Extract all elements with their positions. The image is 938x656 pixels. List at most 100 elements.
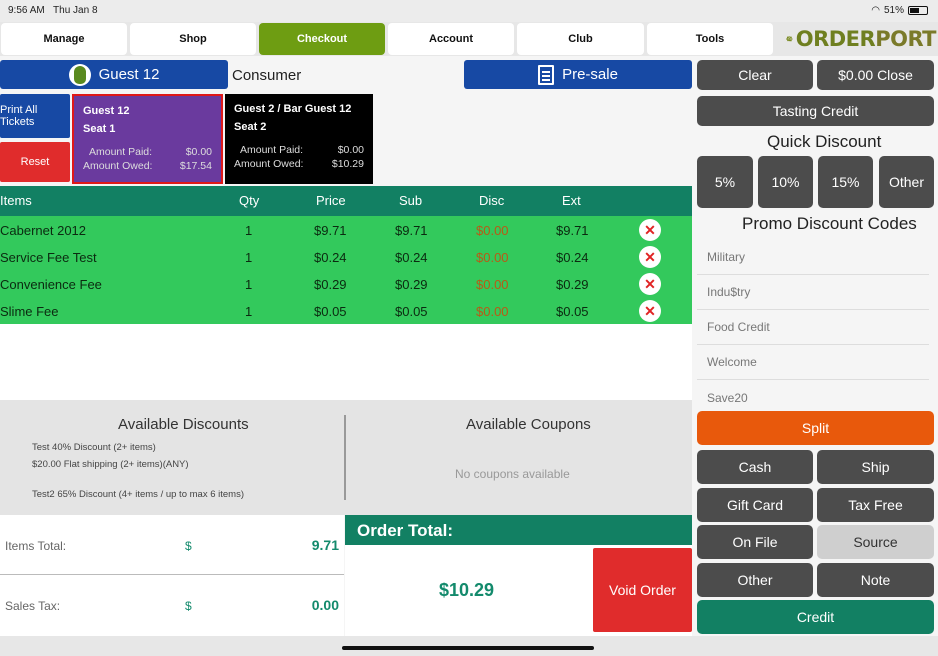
item-name: Convenience Fee <box>0 277 102 292</box>
item-sub: $0.29 <box>395 277 428 292</box>
ship-button[interactable]: Ship <box>817 450 934 484</box>
split-button[interactable]: Split <box>697 411 934 445</box>
item-disc: $0.00 <box>476 250 509 265</box>
item-disc: $0.00 <box>476 223 509 238</box>
totals-panel: Items Total: $ 9.71 Sales Tax: $ 0.00 <box>0 515 344 636</box>
seat-guest-name: Guest 2 / Bar Guest 12 <box>234 103 352 115</box>
item-price: $9.71 <box>314 223 347 238</box>
other-payment-button[interactable]: Other <box>697 563 813 597</box>
item-price: $0.05 <box>314 304 347 319</box>
reset-button[interactable]: Reset <box>0 142 70 182</box>
amount-paid-value: $0.00 <box>337 144 364 156</box>
tax-free-button[interactable]: Tax Free <box>817 488 934 522</box>
source-button[interactable]: Source <box>817 525 934 559</box>
table-row[interactable]: Service Fee Test 1 $0.24 $0.24 $0.00 $0.… <box>0 243 692 270</box>
col-price: Price <box>316 193 346 208</box>
sales-tax-row: Sales Tax: $ 0.00 <box>0 575 344 635</box>
item-ext: $9.71 <box>556 223 589 238</box>
item-name: Slime Fee <box>0 304 59 319</box>
home-indicator[interactable] <box>342 646 594 650</box>
seat-guest-name: Guest 12 <box>83 105 130 117</box>
promo-code-item[interactable]: Military <box>697 240 929 275</box>
promo-codes-title: Promo Discount Codes <box>742 214 917 233</box>
gift-card-button[interactable]: Gift Card <box>697 488 813 522</box>
status-time: 9:56 AM Thu Jan 8 <box>8 5 98 16</box>
void-order-button[interactable]: Void Order <box>593 548 692 632</box>
cash-button[interactable]: Cash <box>697 450 813 484</box>
promo-code-item[interactable]: Indu$try <box>697 275 929 310</box>
order-total-area: $10.29 Void Order <box>345 545 692 636</box>
tab-shop[interactable]: Shop <box>130 23 256 55</box>
no-coupons-text: No coupons available <box>455 467 570 481</box>
table-row[interactable]: Slime Fee 1 $0.05 $0.05 $0.00 $0.05 ✕ <box>0 297 692 324</box>
presale-button[interactable]: Pre-sale <box>464 60 692 89</box>
seat-number: Seat 1 <box>83 123 116 135</box>
grape-cluster-icon <box>786 36 793 42</box>
close-icon: ✕ <box>644 222 656 238</box>
item-ext: $0.05 <box>556 304 589 319</box>
tab-checkout[interactable]: Checkout <box>259 23 385 55</box>
print-all-tickets-button[interactable]: Print All Tickets <box>0 94 70 138</box>
amount-owed-label: Amount Owed: <box>83 160 153 172</box>
item-disc: $0.00 <box>476 277 509 292</box>
item-ext: $0.29 <box>556 277 589 292</box>
home-bar <box>0 636 938 656</box>
battery-percent: 51% <box>883 5 904 16</box>
discount-item[interactable]: Test2 65% Discount (4+ items / up to max… <box>32 489 244 500</box>
col-sub: Sub <box>399 193 423 208</box>
amount-owed-value: $17.54 <box>179 160 212 172</box>
promo-code-item[interactable]: Save20 <box>707 390 748 405</box>
items-total-label: Items Total: <box>5 539 67 553</box>
remove-item-button[interactable]: ✕ <box>639 300 661 322</box>
discount-item[interactable]: $20.00 Flat shipping (2+ items)(ANY) <box>32 459 189 470</box>
clear-button[interactable]: Clear <box>697 60 813 90</box>
table-row[interactable]: Cabernet 2012 1 $9.71 $9.71 $0.00 $9.71 … <box>0 216 692 243</box>
note-button[interactable]: Note <box>817 563 934 597</box>
promo-code-item[interactable]: Welcome <box>697 345 929 380</box>
amount-owed-value: $10.29 <box>331 158 364 170</box>
available-discounts-title: Available Discounts <box>118 416 249 433</box>
amount-owed-label: Amount Owed: <box>234 158 304 170</box>
logo-wordmark: ORDERPORT <box>795 27 937 51</box>
item-name: Cabernet 2012 <box>0 223 87 238</box>
divider <box>344 415 346 500</box>
customer-type: Consumer <box>232 67 302 84</box>
sales-tax-value: 0.00 <box>311 597 339 613</box>
quick-discount-10-button[interactable]: 10% <box>758 156 813 208</box>
user-avatar-icon <box>68 63 91 86</box>
seat-card-1[interactable]: Guest 12 Seat 1 Amount Paid: $0.00 Amount… <box>72 94 223 184</box>
guest-button[interactable]: Guest 12 <box>0 60 228 89</box>
discounts-panel: Available Discounts Test 40% Discount (2… <box>0 400 692 515</box>
table-row[interactable]: Convenience Fee 1 $0.29 $0.29 $0.00 $0.2… <box>0 270 692 297</box>
item-sub: $9.71 <box>395 223 428 238</box>
tab-manage[interactable]: Manage <box>1 23 127 55</box>
divider <box>0 574 344 575</box>
credit-button[interactable]: Credit <box>697 600 934 634</box>
quick-discount-15-button[interactable]: 15% <box>818 156 873 208</box>
discount-item[interactable]: Test 40% Discount (2+ items) <box>32 442 156 453</box>
items-empty-area <box>0 324 692 400</box>
remove-item-button[interactable]: ✕ <box>639 273 661 295</box>
amount-paid-value: $0.00 <box>185 146 212 158</box>
quick-discount-other-button[interactable]: Other <box>879 156 934 208</box>
col-disc: Disc <box>479 193 505 208</box>
item-qty: 1 <box>245 223 253 238</box>
remove-item-button[interactable]: ✕ <box>639 219 661 241</box>
remove-item-button[interactable]: ✕ <box>639 246 661 268</box>
seat-card-2[interactable]: Guest 2 / Bar Guest 12 Seat 2 Amount Pai… <box>225 94 373 184</box>
seat-number: Seat 2 <box>234 121 267 133</box>
quick-discount-5-button[interactable]: 5% <box>697 156 753 208</box>
presale-label: Pre-sale <box>562 66 618 83</box>
col-items: Items <box>0 193 32 208</box>
item-sub: $0.05 <box>395 304 428 319</box>
items-total-row: Items Total: $ 9.71 <box>0 515 344 575</box>
on-file-button[interactable]: On File <box>697 525 813 559</box>
orderport-logo: ORDERPORT <box>786 24 936 54</box>
tab-account[interactable]: Account <box>388 23 514 55</box>
amount-paid-label: Amount Paid: <box>240 144 304 156</box>
tab-tools[interactable]: Tools <box>647 23 773 55</box>
close-button[interactable]: $0.00 Close <box>817 60 934 90</box>
tab-club[interactable]: Club <box>517 23 644 55</box>
tasting-credit-button[interactable]: Tasting Credit <box>697 96 934 126</box>
promo-code-item[interactable]: Food Credit <box>697 310 929 345</box>
